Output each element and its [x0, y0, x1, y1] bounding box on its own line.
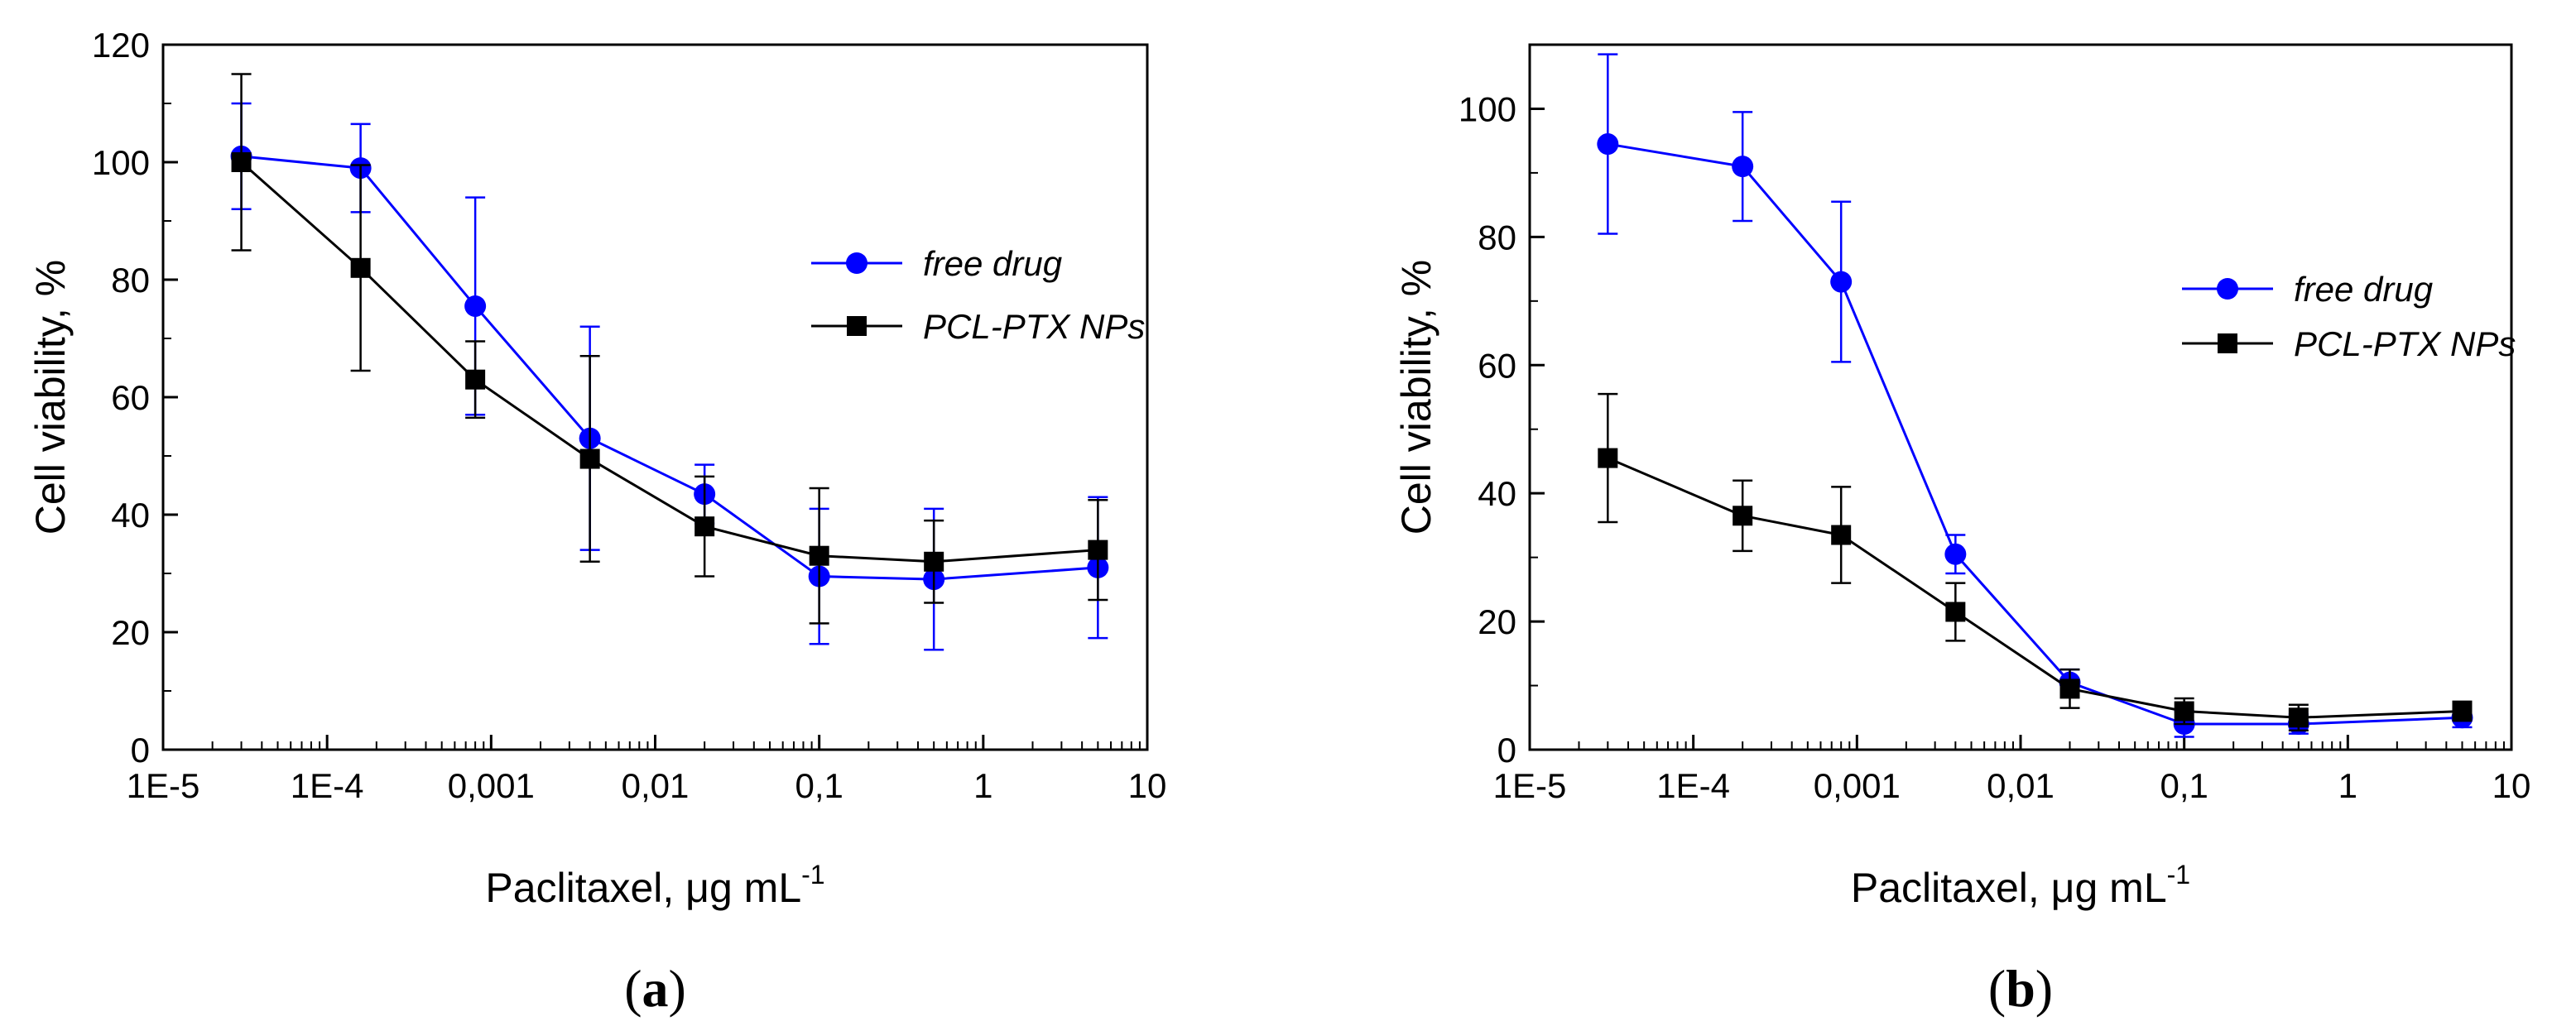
chart-panel-a: 1E-5 1E-4 0,001 0,01 0,1 1 10020406080100120Ce…	[27, 26, 1166, 1018]
x-tick-label: 0,001	[1814, 766, 1901, 805]
legend-label: free drug	[923, 244, 1062, 283]
data-point	[1945, 602, 1966, 622]
data-point	[1598, 448, 1618, 468]
y-tick-label: 120	[92, 26, 150, 65]
legend-marker	[846, 252, 867, 274]
data-point	[809, 545, 829, 566]
x-tick-label: 1E-4	[1656, 766, 1730, 805]
panel-letter: b	[2006, 959, 2035, 1018]
x-tick-label: 1	[2338, 766, 2357, 805]
data-point	[1733, 506, 1753, 526]
data-point	[231, 152, 252, 172]
y-tick-label: 100	[1459, 89, 1516, 128]
x-tick-label: 0,1	[795, 766, 843, 805]
chart-panel-b: 1E-5 1E-4 0,001 0,01 0,1 1 10020406080100Cell …	[1393, 43, 2531, 1018]
y-tick-label: 60	[111, 378, 150, 417]
data-point	[694, 516, 715, 537]
series-line	[1607, 457, 2463, 719]
panel-letter: a	[642, 959, 669, 1018]
series-line	[240, 161, 1098, 563]
x-axis-title: Paclitaxel, μg mL-1	[485, 860, 824, 911]
x-tick-label: 1E-5	[1493, 766, 1567, 805]
data-point	[1088, 539, 1108, 560]
x-tick-label: 0,01	[622, 766, 690, 805]
series-pcl-ptx-nps	[231, 73, 1108, 625]
x-axis-unit-exponent: -1	[801, 860, 824, 890]
panel-label: (a)	[624, 959, 686, 1018]
x-axis-title-text: Paclitaxel, μg mL	[1851, 865, 2167, 911]
data-point	[465, 369, 486, 390]
series-line	[1608, 142, 2463, 726]
data-point	[464, 295, 487, 317]
x-tick-label: 1E-5	[127, 766, 200, 805]
data-point	[579, 448, 600, 469]
x-tick-label: 0,001	[448, 766, 535, 805]
y-tick-label: 20	[111, 613, 150, 652]
y-tick-label: 100	[92, 143, 150, 182]
x-tick-label: 1E-4	[291, 766, 364, 805]
y-tick-label: 0	[131, 731, 150, 770]
legend-marker	[2218, 333, 2237, 353]
plot-frame	[161, 43, 1149, 751]
data-point	[2452, 701, 2473, 722]
data-point	[2059, 679, 2080, 699]
x-tick-label: 10	[1128, 766, 1167, 805]
legend-marker	[2217, 278, 2238, 300]
data-point	[924, 551, 944, 572]
x-axis-title-text: Paclitaxel, μg mL	[485, 865, 801, 911]
panel-label: (b)	[1988, 959, 2053, 1018]
data-point	[1831, 525, 1852, 545]
legend-label: PCL-PTX NPs	[923, 307, 1145, 346]
x-tick-label: 10	[2492, 766, 2531, 805]
legend-label: PCL-PTX NPs	[2294, 324, 2516, 363]
series-free-drug	[230, 102, 1109, 651]
legend-marker	[847, 316, 867, 336]
y-tick-label: 60	[1478, 346, 1516, 385]
series-pcl-ptx-nps	[1598, 392, 2473, 732]
y-tick-label: 80	[1478, 218, 1516, 257]
data-point	[1597, 133, 1619, 156]
data-point	[1732, 156, 1754, 178]
x-axis-unit-exponent: -1	[2167, 860, 2190, 890]
legend-label: free drug	[2294, 270, 2433, 309]
y-tick-label: 40	[1478, 474, 1516, 513]
x-tick-label: 0,1	[2160, 766, 2208, 805]
y-tick-label: 80	[111, 261, 150, 300]
data-point	[350, 257, 371, 278]
y-tick-label: 20	[1478, 602, 1516, 641]
data-point	[1830, 271, 1853, 293]
data-point	[2174, 701, 2194, 722]
series-line	[241, 155, 1098, 581]
y-tick-label: 0	[1497, 731, 1516, 770]
x-tick-label: 1	[973, 766, 992, 805]
plot-frame	[1528, 43, 2513, 751]
data-point	[1944, 543, 1967, 565]
x-axis-title: Paclitaxel, μg mL-1	[1851, 860, 2190, 911]
y-tick-label: 40	[111, 496, 150, 535]
x-tick-label: 0,01	[1987, 766, 2055, 805]
series-free-drug	[1597, 53, 2473, 738]
y-axis-title: Cell viability, %	[27, 260, 74, 535]
y-axis-title: Cell viability, %	[1393, 260, 1439, 535]
data-point	[2288, 707, 2309, 728]
